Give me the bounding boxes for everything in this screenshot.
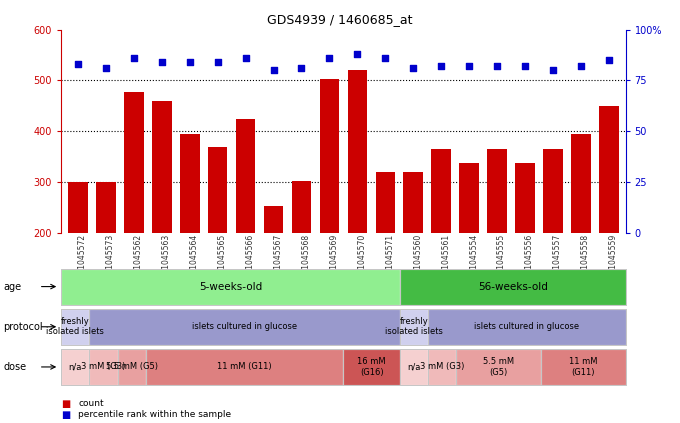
- Point: [492, 63, 503, 69]
- Point: [268, 67, 279, 74]
- Point: [436, 63, 447, 69]
- Text: count: count: [78, 399, 104, 409]
- Point: [520, 63, 530, 69]
- Point: [603, 57, 614, 63]
- Point: [547, 67, 558, 74]
- Bar: [571, 134, 591, 233]
- Point: [380, 55, 391, 61]
- Point: [324, 55, 335, 61]
- Text: 11 mM
(G11): 11 mM (G11): [569, 357, 598, 376]
- Bar: [208, 147, 227, 233]
- Bar: [68, 182, 88, 233]
- Point: [575, 63, 586, 69]
- Point: [101, 65, 112, 71]
- Bar: [264, 206, 284, 233]
- Bar: [375, 172, 395, 233]
- Text: dose: dose: [3, 362, 27, 372]
- Bar: [152, 101, 171, 233]
- Bar: [431, 149, 451, 233]
- Point: [464, 63, 475, 69]
- Bar: [96, 182, 116, 233]
- Text: 11 mM (G11): 11 mM (G11): [218, 363, 272, 371]
- Text: protocol: protocol: [3, 322, 43, 332]
- Point: [240, 55, 251, 61]
- Text: n/a: n/a: [407, 363, 421, 371]
- Text: 56-weeks-old: 56-weeks-old: [478, 282, 547, 291]
- Point: [352, 51, 363, 58]
- Bar: [236, 119, 256, 233]
- Text: 16 mM
(G16): 16 mM (G16): [357, 357, 386, 376]
- Text: ■: ■: [61, 399, 71, 409]
- Text: 5.5 mM (G5): 5.5 mM (G5): [106, 363, 158, 371]
- Bar: [543, 149, 563, 233]
- Bar: [403, 172, 423, 233]
- Text: 3 mM (G3): 3 mM (G3): [420, 363, 464, 371]
- Point: [184, 59, 195, 66]
- Bar: [124, 91, 143, 233]
- Bar: [180, 134, 199, 233]
- Text: age: age: [3, 282, 22, 291]
- Bar: [599, 106, 619, 233]
- Bar: [292, 181, 311, 233]
- Text: ■: ■: [61, 409, 71, 420]
- Text: freshly
isolated islets: freshly isolated islets: [385, 317, 443, 336]
- Point: [156, 59, 167, 66]
- Text: islets cultured in glucose: islets cultured in glucose: [192, 322, 297, 331]
- Text: GDS4939 / 1460685_at: GDS4939 / 1460685_at: [267, 13, 413, 26]
- Text: 5.5 mM
(G5): 5.5 mM (G5): [483, 357, 514, 376]
- Bar: [347, 70, 367, 233]
- Point: [212, 59, 223, 66]
- Bar: [460, 162, 479, 233]
- Text: 3 mM (G3): 3 mM (G3): [82, 363, 126, 371]
- Text: percentile rank within the sample: percentile rank within the sample: [78, 410, 231, 419]
- Point: [73, 61, 84, 68]
- Text: 5-weeks-old: 5-weeks-old: [199, 282, 262, 291]
- Point: [129, 55, 139, 61]
- Point: [296, 65, 307, 71]
- Text: freshly
isolated islets: freshly isolated islets: [46, 317, 104, 336]
- Text: islets cultured in glucose: islets cultured in glucose: [474, 322, 579, 331]
- Point: [408, 65, 419, 71]
- Bar: [320, 79, 339, 233]
- Text: n/a: n/a: [69, 363, 82, 371]
- Bar: [515, 162, 534, 233]
- Bar: [488, 149, 507, 233]
